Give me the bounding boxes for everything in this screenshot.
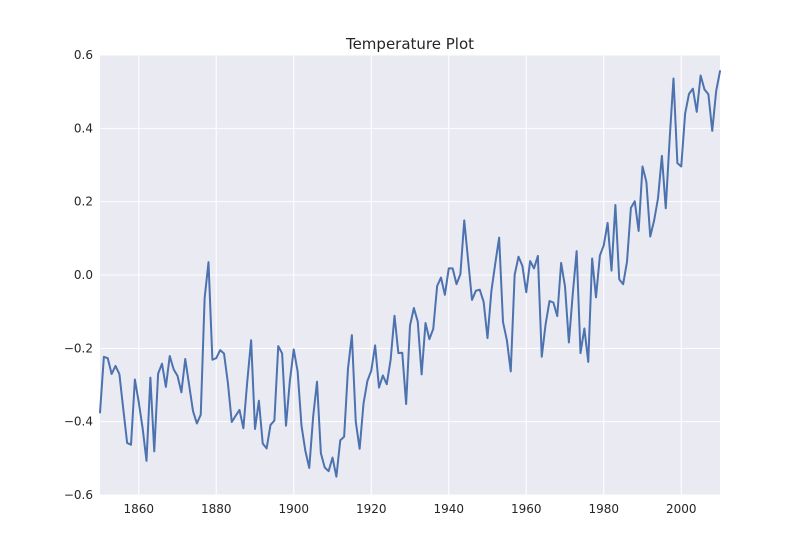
y-tick-label: −0.4 [64, 415, 93, 429]
x-tick-label: 1860 [123, 502, 154, 516]
temperature-series-line [99, 70, 721, 478]
grid-lines [100, 54, 720, 496]
x-tick-label: 1880 [201, 502, 232, 516]
y-axis-tick-labels: −0.6 −0.4 −0.2 0.0 0.2 0.4 0.6 [64, 48, 93, 502]
x-axis-tick-labels: 1860 1880 1900 1920 1940 1960 1980 2000 [123, 502, 696, 516]
x-tick-label: 1900 [278, 502, 309, 516]
y-tick-label: −0.6 [64, 488, 93, 502]
x-tick-label: 2000 [666, 502, 697, 516]
y-tick-label: 0.0 [74, 268, 93, 282]
y-tick-label: 0.4 [74, 121, 93, 135]
y-tick-label: 0.2 [74, 195, 93, 209]
chart-title: Temperature Plot [345, 35, 474, 53]
x-tick-label: 1940 [433, 502, 464, 516]
y-tick-label: 0.6 [74, 48, 93, 62]
x-tick-label: 1920 [356, 502, 387, 516]
y-tick-label: −0.2 [64, 341, 93, 355]
x-tick-label: 1960 [511, 502, 542, 516]
x-tick-label: 1980 [588, 502, 619, 516]
